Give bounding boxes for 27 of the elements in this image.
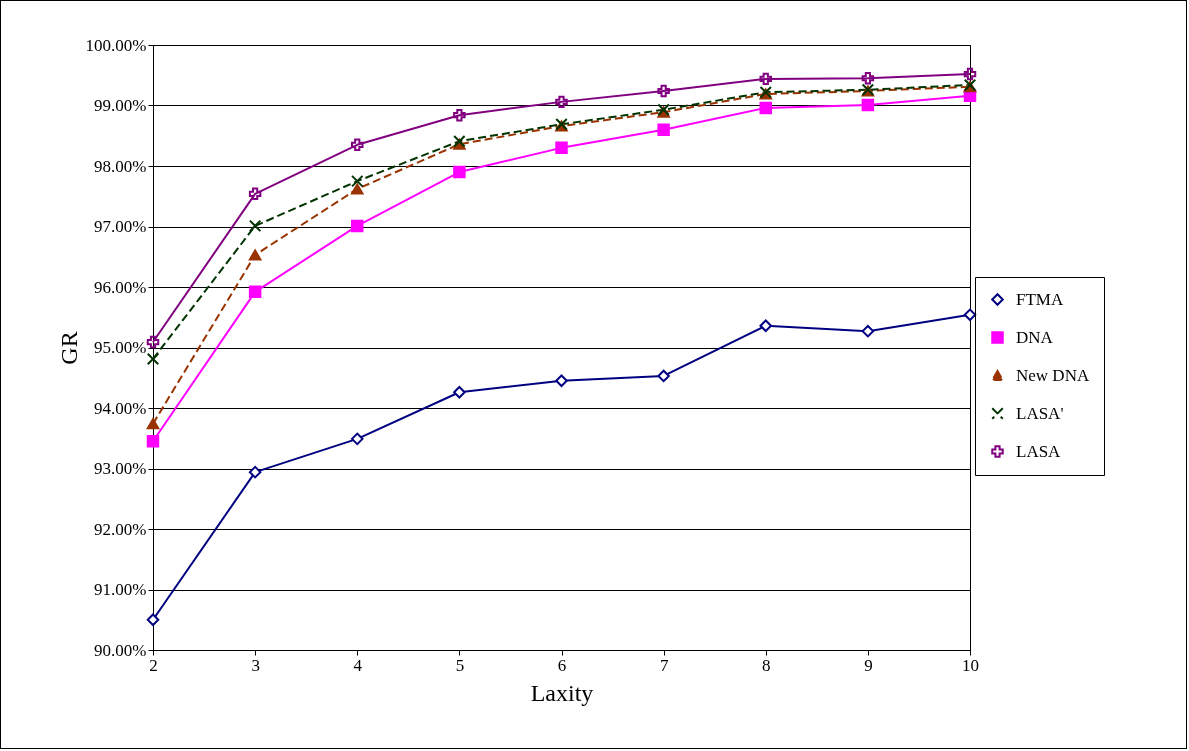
y-tick-label: 93.00% (94, 459, 147, 478)
y-tick-label: 90.00% (94, 640, 147, 660)
x-axis-title: Laxity (530, 679, 594, 706)
x-tick-label: 8 (762, 655, 771, 675)
y-axis-title: GR (55, 331, 82, 365)
y-tick-label: 97.00% (94, 217, 147, 236)
x-tick-label: 5 (455, 655, 465, 675)
legend-label: DNA (1016, 327, 1054, 347)
y-tick-label: 100.00% (85, 35, 147, 55)
x-tick-label: 6 (557, 655, 567, 675)
y-tick-label: 96.00% (94, 277, 147, 297)
y-tick-label: 92.00% (94, 519, 147, 539)
x-tick-label: 4 (353, 655, 363, 675)
legend-label: FTMA (1016, 289, 1064, 309)
y-tick-label: 98.00% (94, 156, 147, 176)
y-tick-label: 94.00% (94, 398, 147, 418)
legend-label: LASA (1016, 441, 1062, 461)
y-tick-label: 95.00% (94, 338, 147, 357)
x-tick-label: 3 (251, 655, 260, 675)
x-tick-label: 10 (962, 655, 979, 675)
x-tick-label: 2 (149, 655, 158, 675)
y-tick-label: 91.00% (94, 580, 147, 599)
y-tick-label: 99.00% (94, 96, 147, 115)
x-tick-label: 9 (864, 655, 873, 675)
legend-label: LASA' (1016, 403, 1064, 423)
x-tick-label: 7 (659, 655, 669, 675)
legend-label: New DNA (1016, 365, 1090, 385)
